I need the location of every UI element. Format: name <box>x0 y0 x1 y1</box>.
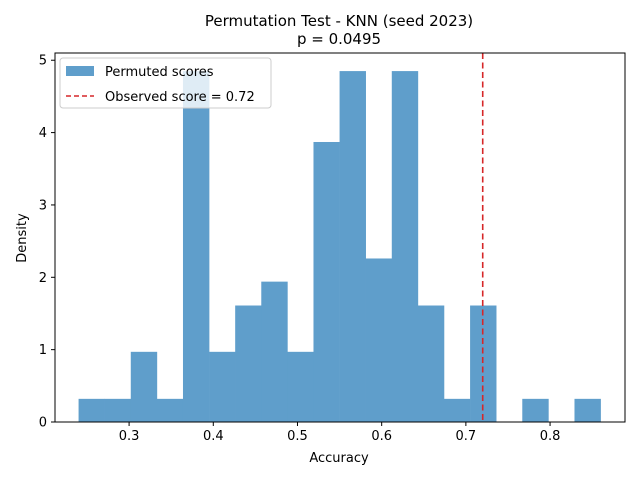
histogram-bar <box>104 398 132 422</box>
legend-label-observed: Observed score = 0.72 <box>105 90 255 105</box>
x-tick-label: 0.8 <box>540 429 561 444</box>
y-tick-label: 1 <box>39 343 47 358</box>
y-axis-label: Density <box>15 213 30 263</box>
histogram-bar <box>156 398 184 422</box>
histogram-bar <box>339 71 366 423</box>
histogram-bar <box>522 398 549 422</box>
y-tick-label: 3 <box>39 198 47 213</box>
legend: Permuted scores Observed score = 0.72 <box>59 57 272 109</box>
legend-label-permuted: Permuted scores <box>105 65 214 80</box>
histogram-bar <box>417 305 445 422</box>
histogram-bar <box>443 398 471 422</box>
x-tick-label: 0.3 <box>119 429 140 444</box>
histogram-bar <box>235 305 262 422</box>
x-tick-label: 0.5 <box>287 429 308 444</box>
y-tick-label: 5 <box>39 54 47 69</box>
histogram-bar <box>391 71 419 423</box>
histogram-bar <box>261 281 288 422</box>
y-tick-label: 2 <box>39 271 47 286</box>
histogram-bar <box>574 398 601 422</box>
legend-box <box>59 57 272 109</box>
histogram-bar <box>287 351 314 422</box>
x-axis-ticks: 0.3 0.4 0.5 0.6 0.7 0.8 <box>119 422 561 444</box>
histogram-bars <box>78 71 601 423</box>
histogram-bar <box>209 351 236 422</box>
histogram-bar <box>313 141 340 422</box>
x-tick-label: 0.4 <box>203 429 224 444</box>
plot-frame <box>54 52 626 423</box>
x-tick-label: 0.7 <box>456 429 477 444</box>
y-tick-label: 4 <box>39 126 47 141</box>
x-tick-label: 0.6 <box>371 429 392 444</box>
histogram-bar <box>182 71 210 423</box>
x-axis-label: Accuracy <box>309 451 369 466</box>
histogram-bar <box>365 258 393 422</box>
chart-subtitle: p = 0.0495 <box>297 30 381 48</box>
legend-patch-permuted <box>66 66 94 76</box>
y-axis-ticks: 0 1 2 3 4 5 <box>39 54 55 431</box>
histogram-bar <box>78 398 105 422</box>
chart-title: Permutation Test - KNN (seed 2023) <box>205 12 473 30</box>
y-tick-label: 0 <box>39 416 47 431</box>
histogram-bar <box>130 351 158 422</box>
